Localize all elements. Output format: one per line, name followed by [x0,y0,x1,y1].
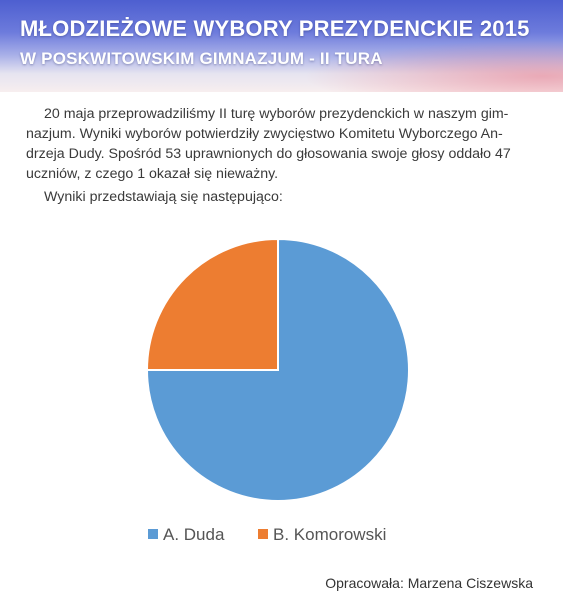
header-banner: MŁODZIEŻOWE WYBORY PREZYDENCKIE 2015 W P… [0,0,563,92]
page-title: MŁODZIEŻOWE WYBORY PREZYDENCKIE 2015 [20,16,530,41]
legend-swatch-1 [148,529,158,539]
credit-text: Opracowała: Marzena Ciszewska [325,575,533,591]
legend-swatch-2 [258,529,268,539]
page-subtitle: W POSKWITOWSKIM GIMNAZJUM - II TURA [20,49,383,68]
pie-slice-1 [145,237,410,502]
intro-lead: Wyniki przedstawiają się następująco: [44,189,283,205]
legend-label-1: A. Duda [163,525,225,544]
pie-slice-2 [145,237,279,371]
intro-paragraph: 20 maja przeprowadziliśmy II turę wyboró… [26,106,511,182]
legend-label-2: B. Komorowski [273,525,386,544]
